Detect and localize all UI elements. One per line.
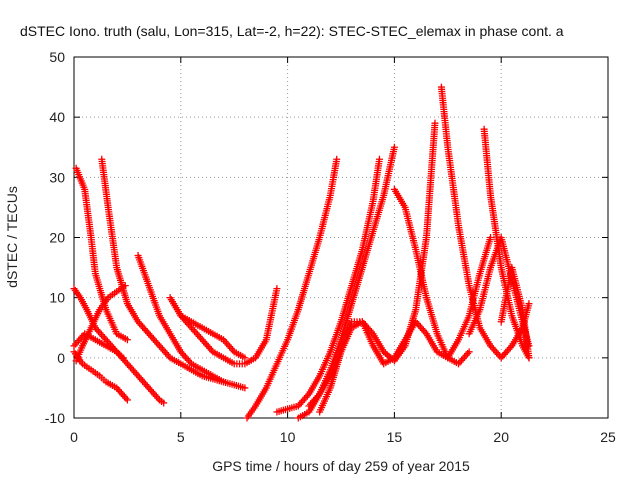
data-point (487, 234, 495, 241)
x-tick-label: 25 (600, 429, 616, 445)
series-track (70, 330, 127, 362)
series-track (177, 312, 249, 362)
grid (74, 57, 608, 418)
data-point (123, 336, 131, 344)
x-tick-label: 10 (280, 429, 296, 445)
series-track (294, 143, 398, 422)
x-axis-title: GPS time / hours of day 259 of year 2015 (212, 458, 470, 474)
series-track (497, 264, 533, 362)
y-tick-label: 40 (49, 109, 65, 125)
y-axis-title: dSTEC / TECUs (4, 186, 20, 288)
series-track (134, 252, 249, 392)
chart-title: dSTEC Iono. truth (salu, Lon=315, Lat=-2… (20, 23, 564, 39)
data-point (119, 354, 127, 362)
series-track (273, 155, 383, 416)
series-track (316, 234, 495, 416)
series-track (243, 155, 341, 422)
x-tick-label: 0 (70, 429, 78, 445)
y-tick-label: 50 (49, 49, 65, 65)
data-point (390, 143, 398, 151)
x-tick-label: 15 (387, 429, 403, 445)
data-point (123, 396, 131, 404)
data-point (333, 155, 341, 163)
data-point (465, 348, 473, 356)
x-tick-label: 5 (177, 429, 185, 445)
series-track (72, 164, 131, 344)
y-tick-label: -10 (45, 410, 65, 426)
y-tick-label: 30 (49, 169, 65, 185)
series-track (98, 155, 228, 386)
series-track (390, 185, 473, 368)
data-point (525, 354, 533, 362)
data-point (160, 399, 168, 407)
y-tick-label: 0 (57, 350, 65, 366)
ticks: 0 5 10 15 20 25 -10 0 10 20 30 40 50 (45, 49, 616, 445)
data-points (70, 83, 533, 422)
data-point (431, 119, 439, 127)
data-point (241, 384, 249, 392)
data-point (375, 155, 383, 163)
y-tick-label: 20 (49, 230, 65, 246)
data-point (241, 354, 249, 362)
y-tick-label: 10 (49, 290, 65, 306)
data-point (525, 300, 533, 308)
x-tick-label: 20 (493, 429, 509, 445)
series-track (437, 83, 533, 362)
data-point (273, 285, 281, 293)
